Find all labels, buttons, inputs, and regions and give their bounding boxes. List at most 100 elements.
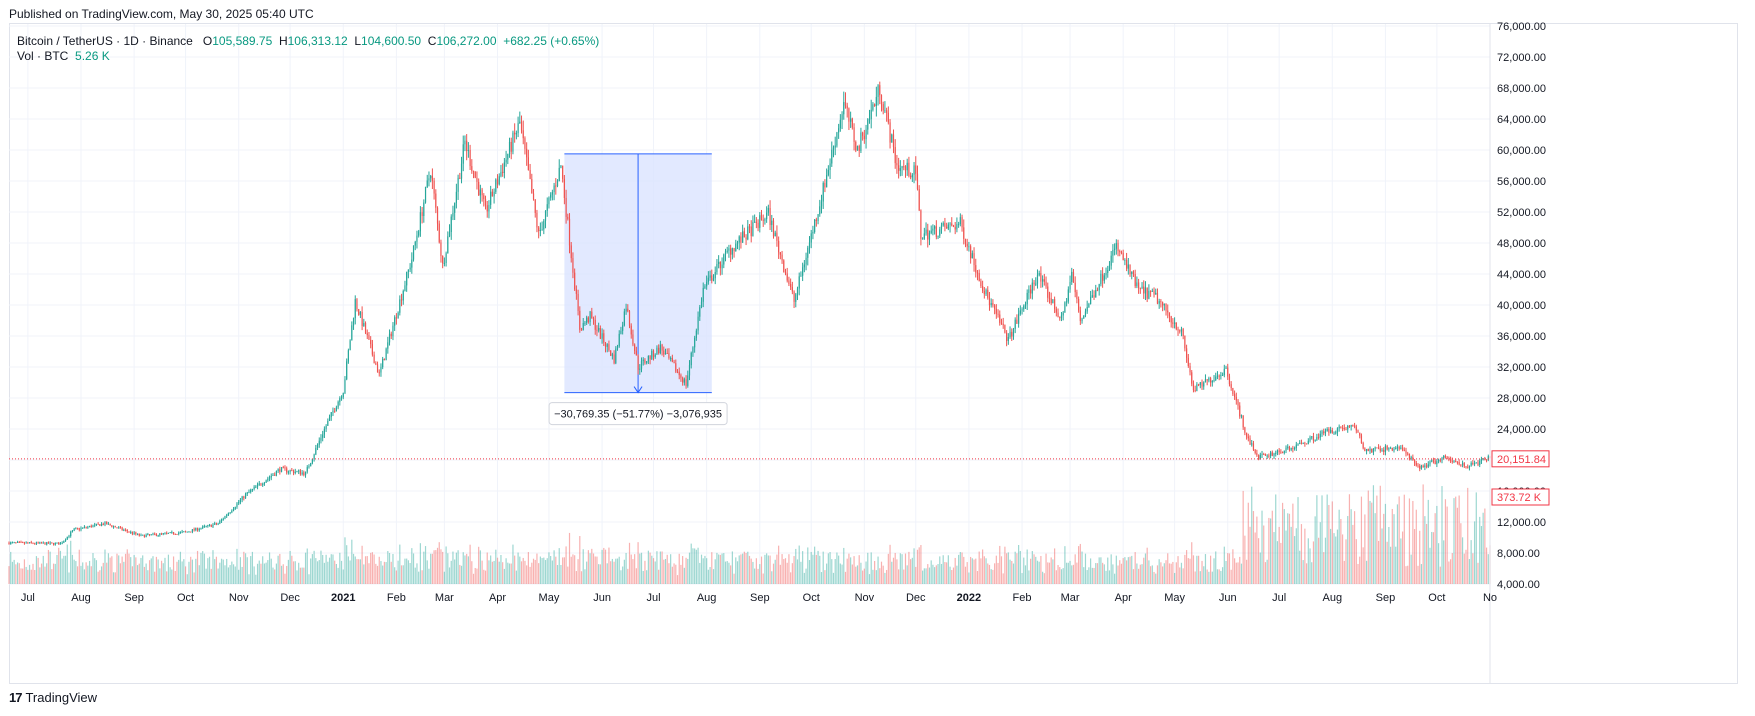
candle-body xyxy=(819,206,821,215)
candle-body xyxy=(646,361,648,363)
x-tick-label: 2022 xyxy=(957,592,981,604)
volume-label[interactable]: Vol · BTC xyxy=(17,49,69,63)
candle xyxy=(430,174,432,183)
candle xyxy=(359,311,361,319)
candle-body xyxy=(112,526,115,528)
candle-body xyxy=(1048,297,1051,299)
volume-bar xyxy=(1158,559,1160,584)
volume-bar xyxy=(1184,554,1186,584)
volume-bar xyxy=(1341,534,1344,584)
candle xyxy=(171,530,173,534)
candle-body xyxy=(455,191,457,203)
candle xyxy=(915,156,917,181)
candle-body xyxy=(311,459,313,464)
candle xyxy=(296,470,298,473)
candle-body xyxy=(1189,365,1191,373)
candle-body xyxy=(184,531,187,533)
volume-bar xyxy=(1227,553,1229,584)
volume-bar xyxy=(166,571,168,584)
candle-body xyxy=(601,333,603,339)
volume-bar xyxy=(474,567,476,584)
candle-body xyxy=(536,212,538,228)
candle xyxy=(323,426,325,439)
candle-body xyxy=(37,542,39,544)
tradingview-footer[interactable]: 17 TradingView xyxy=(9,690,97,705)
candle xyxy=(85,526,87,529)
candle xyxy=(478,178,480,196)
candle-body xyxy=(1033,282,1035,285)
candle xyxy=(208,523,211,527)
candle xyxy=(135,531,137,536)
volume-bar xyxy=(258,560,260,584)
candle xyxy=(899,160,901,177)
candle-body xyxy=(747,226,749,240)
volume-bar xyxy=(771,571,773,584)
symbol-label[interactable]: Bitcoin / TetherUS · 1D · Binance xyxy=(17,34,193,48)
volume-bar xyxy=(435,550,437,584)
candle-body xyxy=(200,528,202,530)
volume-bar xyxy=(148,560,151,584)
volume-bar xyxy=(61,558,63,584)
volume-bar xyxy=(802,551,804,584)
candle xyxy=(982,280,984,294)
candle xyxy=(844,92,847,109)
candle-body xyxy=(476,177,478,182)
candle xyxy=(59,541,62,545)
volume-bar xyxy=(102,562,104,584)
volume-bar xyxy=(380,561,382,584)
volume-bar xyxy=(1312,541,1315,584)
candle-body xyxy=(1273,453,1275,456)
candle xyxy=(1150,290,1152,297)
candle xyxy=(808,236,811,254)
candle xyxy=(22,541,24,544)
volume-bar xyxy=(688,552,691,584)
candle xyxy=(411,252,413,274)
candle-body xyxy=(52,542,55,545)
candle xyxy=(1165,303,1167,316)
candle-body xyxy=(532,193,535,200)
candle xyxy=(1405,447,1407,457)
candle xyxy=(702,282,704,308)
candle xyxy=(640,357,643,373)
volume-bar xyxy=(824,570,826,584)
candle xyxy=(886,107,888,122)
candle xyxy=(1251,440,1253,447)
candle xyxy=(1187,354,1189,368)
candle-body xyxy=(35,542,38,544)
candle xyxy=(255,485,257,489)
volume-bar xyxy=(1372,485,1375,584)
candle xyxy=(47,541,50,544)
candle-body xyxy=(370,339,372,345)
candle-body xyxy=(1455,461,1457,463)
volume-bar xyxy=(584,569,586,584)
volume-bar xyxy=(1144,553,1147,584)
candle-body xyxy=(510,141,512,152)
candle-body xyxy=(1487,456,1489,460)
candle-body xyxy=(990,303,992,306)
volume-bar xyxy=(471,561,473,584)
volume-bar xyxy=(459,564,461,584)
candle-body xyxy=(1129,264,1131,275)
candle-body xyxy=(1461,463,1464,465)
volume-bar xyxy=(493,560,495,584)
volume-bar xyxy=(316,561,319,584)
candle-body xyxy=(27,542,29,544)
volume-bar xyxy=(908,551,910,584)
candle xyxy=(563,174,565,205)
volume-bar xyxy=(298,562,300,584)
volume-bar xyxy=(875,570,877,584)
candle-body xyxy=(174,533,176,535)
volume-bar xyxy=(1223,546,1225,584)
candle-body xyxy=(217,523,219,525)
volume-bar xyxy=(1201,560,1203,584)
candle xyxy=(78,527,80,532)
price-range-measure[interactable]: −30,769.35 (−51.77%) −3,076,935 xyxy=(548,153,728,426)
candle-body xyxy=(1465,466,1467,468)
candle xyxy=(1321,429,1323,437)
volume-bar xyxy=(1436,505,1438,584)
volume-bar xyxy=(423,551,425,584)
candle-body xyxy=(550,194,552,198)
candle xyxy=(210,524,212,528)
candle-body xyxy=(383,358,385,361)
